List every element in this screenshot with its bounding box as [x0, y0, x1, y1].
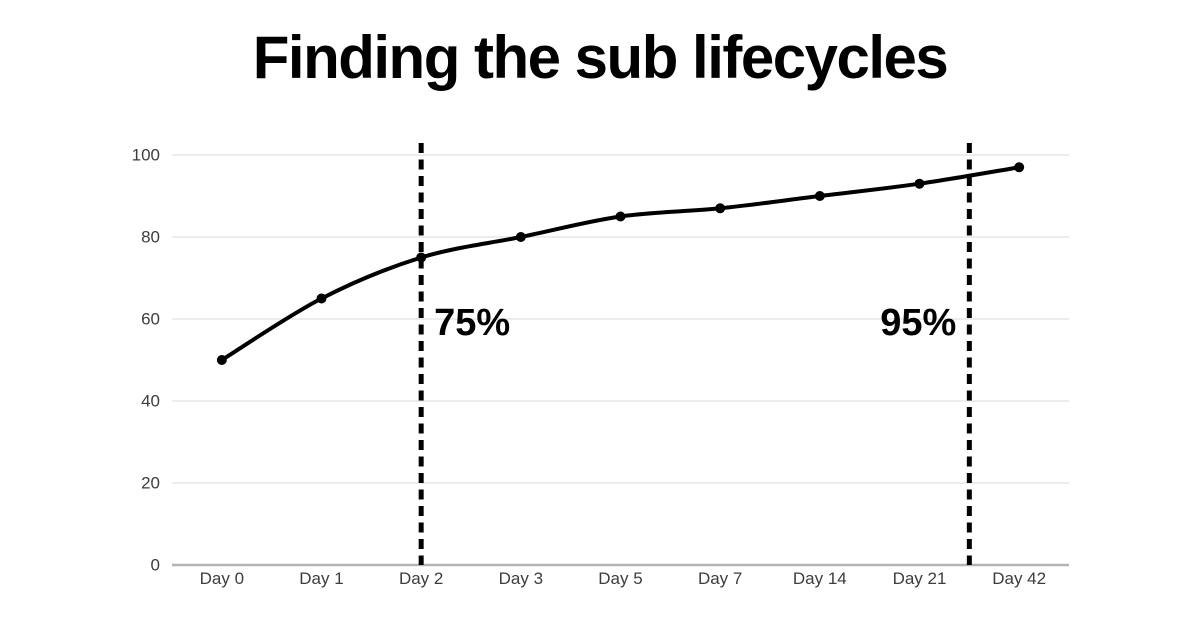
- x-axis-tick-label: Day 21: [893, 569, 947, 588]
- y-axis-tick-label: 20: [141, 474, 160, 493]
- y-axis-tick-label: 100: [132, 146, 160, 165]
- data-point-marker: [316, 293, 327, 304]
- y-axis-tick-label: 60: [141, 310, 160, 329]
- data-point-marker: [416, 252, 427, 263]
- y-axis-tick-label: 0: [151, 556, 160, 575]
- x-axis-tick-label: Day 14: [793, 569, 847, 588]
- data-point-marker: [515, 232, 526, 242]
- data-point-marker: [814, 191, 825, 201]
- data-point-marker: [715, 203, 726, 214]
- y-axis-tick-label: 80: [141, 228, 160, 247]
- annotation-label-95pct: 95%: [880, 302, 956, 344]
- annotation-label-75pct: 75%: [434, 302, 510, 344]
- data-point-marker: [1014, 162, 1025, 173]
- data-point-marker: [216, 355, 227, 365]
- chart-title: Finding the sub lifecycles: [252, 24, 949, 91]
- data-point-marker: [615, 211, 626, 222]
- y-axis-tick-label: 40: [141, 392, 160, 411]
- data-point-marker: [914, 178, 925, 189]
- x-axis-tick-label: Day 2: [399, 569, 443, 588]
- x-axis-tick-label: Day 3: [499, 569, 543, 588]
- x-axis-tick-label: Day 7: [698, 569, 742, 588]
- x-axis-tick-label: Day 1: [299, 569, 343, 588]
- x-axis-tick-label: Day 42: [992, 569, 1046, 588]
- x-axis-tick-label: Day 5: [598, 569, 642, 588]
- x-axis-tick-label: Day 0: [200, 569, 244, 588]
